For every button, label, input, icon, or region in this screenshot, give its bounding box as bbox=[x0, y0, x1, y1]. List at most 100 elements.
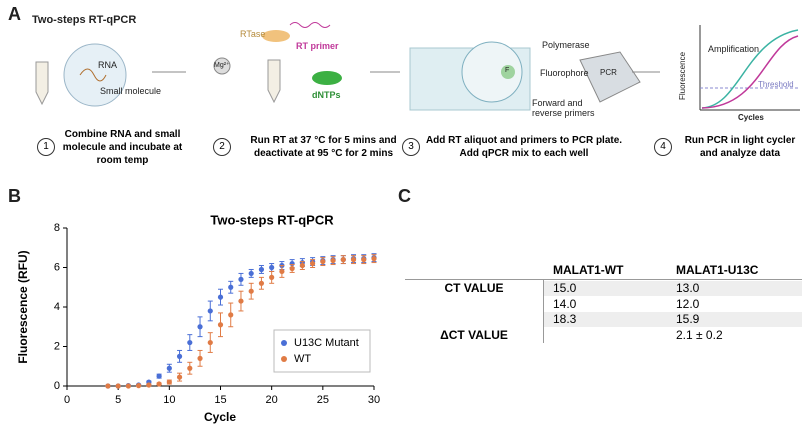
column-header: MALAT1-U13C bbox=[676, 263, 759, 277]
point bbox=[176, 374, 183, 380]
row-shade bbox=[544, 281, 802, 296]
point bbox=[258, 280, 265, 286]
point bbox=[269, 274, 275, 280]
legend-label: WT bbox=[294, 353, 311, 365]
y-axis-label: Fluorescence (RFU) bbox=[16, 250, 30, 363]
panel-label: C bbox=[398, 186, 411, 206]
rna-strand bbox=[79, 68, 107, 82]
point bbox=[156, 373, 162, 379]
mg-icon bbox=[213, 57, 231, 75]
icon-label: F bbox=[505, 67, 510, 74]
y-tick-label: 8 bbox=[54, 222, 60, 234]
point bbox=[207, 339, 213, 346]
point bbox=[269, 264, 275, 271]
point bbox=[258, 266, 265, 273]
legend-label: U13C Mutant bbox=[294, 337, 359, 349]
icon-label: Threshold bbox=[758, 80, 794, 89]
panel-label: B bbox=[8, 186, 21, 206]
x-tick-label: 25 bbox=[317, 394, 329, 406]
point bbox=[125, 383, 131, 389]
icon-label: dNTPs bbox=[312, 90, 341, 100]
legend-box bbox=[273, 329, 371, 373]
point bbox=[361, 257, 367, 263]
cell: 15.9 bbox=[676, 312, 700, 326]
point bbox=[350, 257, 357, 263]
point bbox=[371, 256, 377, 262]
icon-label: PCR bbox=[600, 68, 617, 77]
panel-label: A bbox=[8, 4, 21, 24]
point bbox=[228, 312, 234, 318]
rtase-icon bbox=[262, 30, 290, 42]
icon-label: Mg²⁺ bbox=[214, 62, 230, 69]
point bbox=[166, 379, 172, 385]
point bbox=[197, 355, 203, 361]
y-tick-label: 6 bbox=[54, 261, 60, 273]
rule bbox=[405, 279, 802, 280]
zoom-circle bbox=[63, 43, 127, 107]
point bbox=[187, 365, 193, 371]
point bbox=[105, 383, 111, 389]
icon-label: Forward and reverse primers bbox=[532, 98, 595, 118]
fluorophore-icon bbox=[501, 65, 515, 79]
icon-label: Cycles bbox=[738, 113, 764, 122]
dntps-icon bbox=[312, 71, 342, 85]
zoom-circle bbox=[461, 41, 523, 103]
cell: 15.0 bbox=[553, 281, 577, 295]
point bbox=[340, 257, 346, 263]
point bbox=[187, 339, 193, 346]
rule bbox=[543, 279, 544, 343]
cycler bbox=[579, 51, 641, 103]
x-tick-label: 10 bbox=[163, 394, 175, 406]
primer-icon bbox=[289, 22, 331, 28]
point bbox=[217, 294, 224, 300]
cell: 18.3 bbox=[553, 312, 577, 326]
icon-label: Amplification bbox=[708, 44, 760, 54]
row-shade bbox=[544, 312, 802, 327]
icon-label: Fluorophore bbox=[540, 68, 589, 78]
column-header: MALAT1-WT bbox=[553, 263, 624, 277]
point bbox=[228, 284, 234, 290]
point bbox=[289, 265, 295, 272]
x-tick-label: 20 bbox=[266, 394, 278, 406]
point bbox=[156, 381, 162, 387]
point bbox=[310, 260, 316, 267]
chart-title: Two-steps RT-qPCR bbox=[210, 212, 334, 227]
workflow-title: Two-steps RT-qPCR bbox=[32, 14, 137, 26]
x-tick-label: 0 bbox=[64, 394, 70, 406]
point bbox=[136, 383, 142, 389]
cell: 2.1 ± 0.2 bbox=[676, 327, 723, 342]
tube bbox=[267, 59, 281, 104]
point bbox=[330, 257, 336, 264]
icon-label: RTase bbox=[240, 29, 266, 39]
x-tick-label: 30 bbox=[368, 394, 380, 406]
cell: 14.0 bbox=[553, 296, 577, 311]
point bbox=[207, 308, 213, 314]
point bbox=[299, 262, 305, 269]
chart: Two-steps RT-qPCR Cycle Fluorescence (RF… bbox=[16, 212, 380, 424]
y-tick-label: 0 bbox=[54, 380, 60, 392]
row-label: ΔCT VALUE bbox=[440, 327, 508, 342]
point bbox=[166, 365, 172, 371]
x-tick-label: 5 bbox=[115, 394, 121, 406]
step-number: 2 bbox=[213, 138, 231, 156]
icon-label: RNA bbox=[98, 60, 118, 70]
x-axis-label: Cycle bbox=[204, 410, 236, 424]
y-tick-label: 2 bbox=[54, 340, 60, 352]
point bbox=[279, 268, 285, 275]
point bbox=[197, 324, 203, 330]
step-text: Run RT at 37 °C for 5 mins and deactivat… bbox=[250, 135, 397, 159]
step-number: 1 bbox=[37, 138, 55, 156]
point bbox=[248, 288, 254, 294]
y-tick-label: 4 bbox=[54, 301, 60, 313]
point bbox=[238, 298, 244, 304]
icon-label: RT primer bbox=[296, 41, 339, 51]
icon-label: Small molecule bbox=[100, 86, 162, 96]
legend-marker bbox=[281, 340, 287, 346]
point bbox=[146, 382, 152, 388]
step-text: Combine RNA and small molecule and incub… bbox=[62, 129, 183, 166]
point bbox=[176, 353, 183, 359]
legend-marker bbox=[281, 356, 287, 362]
cell: 12.0 bbox=[676, 296, 700, 311]
point bbox=[320, 258, 326, 265]
cell: 13.0 bbox=[676, 281, 700, 295]
